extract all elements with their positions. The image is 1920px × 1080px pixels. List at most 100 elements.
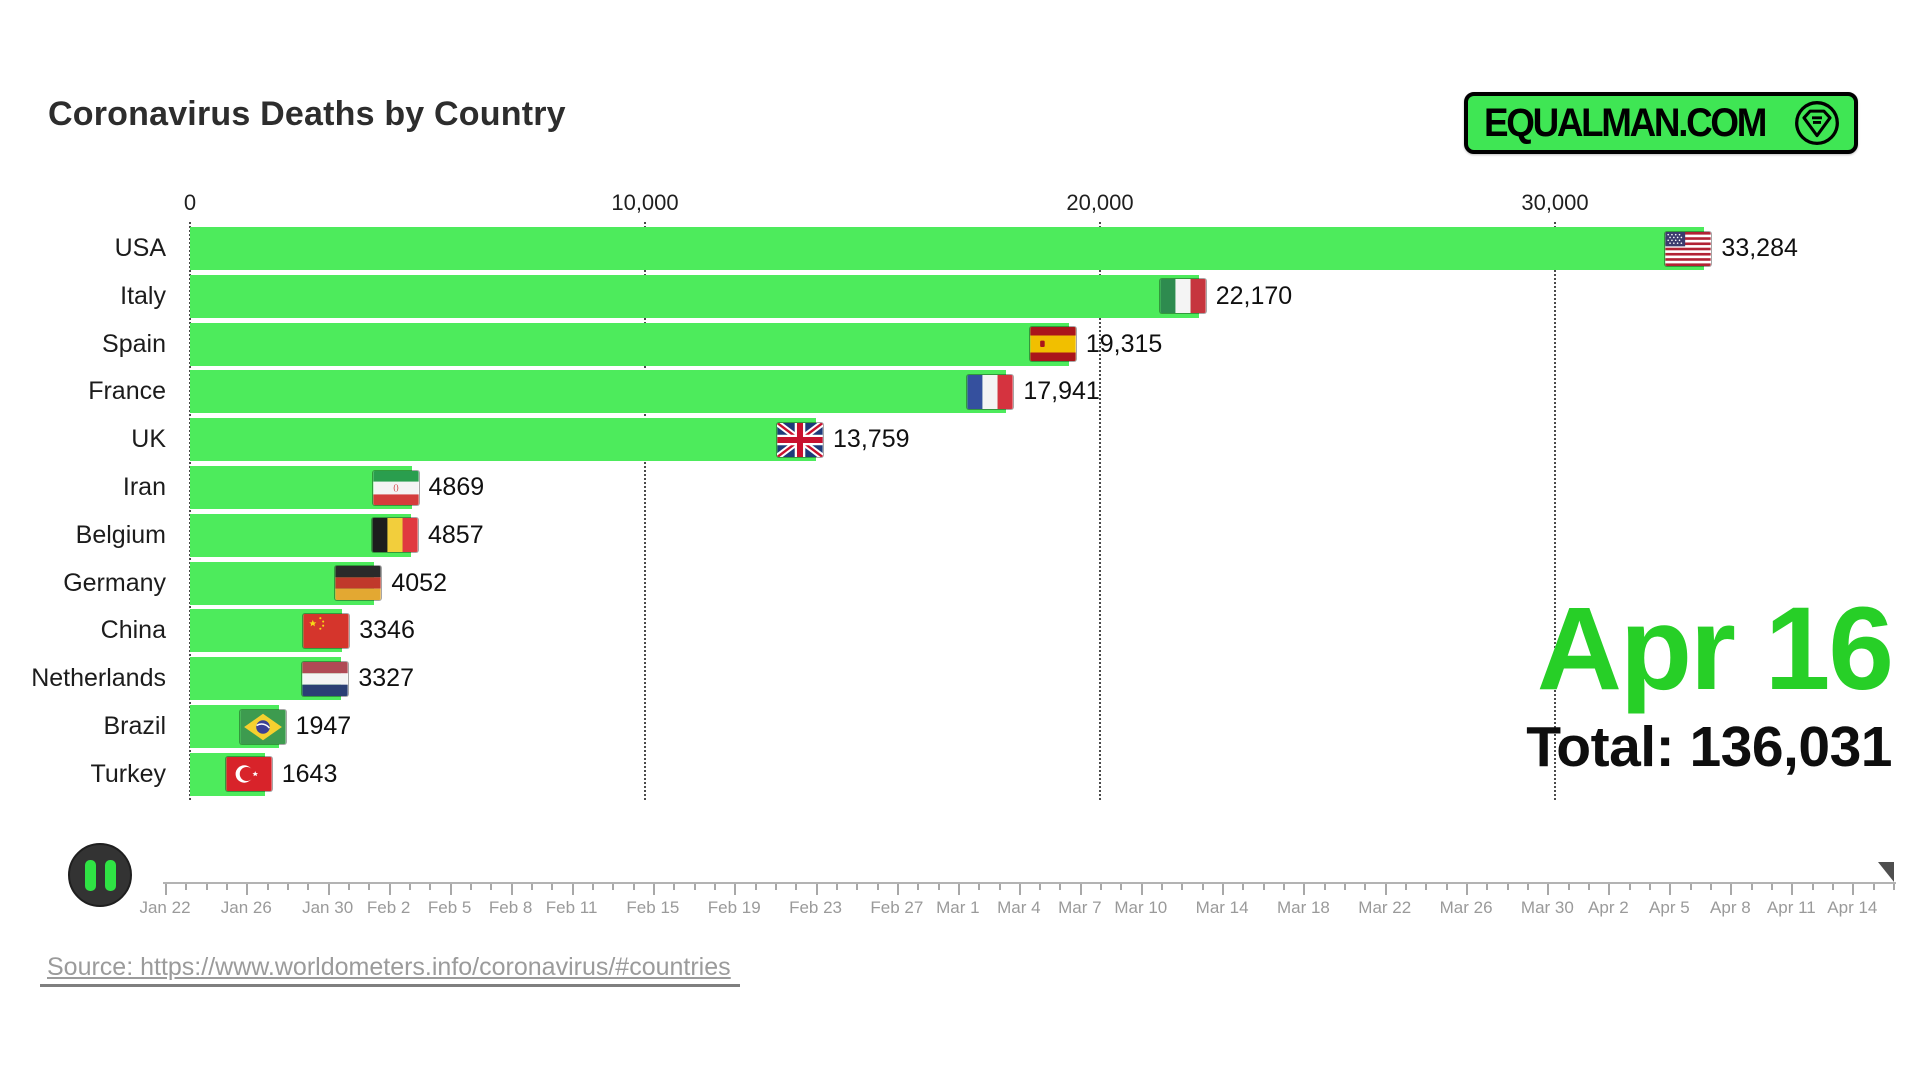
netherlands-flag (302, 661, 349, 696)
timeline-tick (1384, 884, 1387, 895)
timeline-tick (469, 884, 472, 890)
country-bar (190, 418, 817, 462)
timeline-date-label: Feb 19 (707, 898, 761, 917)
timeline-tick (1059, 884, 1062, 890)
source-underline-rule (40, 984, 740, 987)
country-label: Spain (102, 329, 166, 358)
country-label: Germany (63, 568, 166, 597)
country-label: USA (114, 234, 166, 262)
timeline-date-label: Mar 26 (1439, 898, 1493, 917)
country-label: Turkey (90, 759, 166, 788)
timeline-tick (673, 884, 676, 890)
source-line: Source: https://www.worldometers.info/co… (47, 953, 731, 982)
timeline-tick (957, 884, 960, 895)
timeline-date-label: Feb 23 (789, 898, 842, 917)
timeline-tick (1161, 884, 1164, 890)
country-bar (190, 274, 1199, 318)
timeline-date-label: Feb 15 (626, 898, 680, 917)
bar-value-label: 19,315 (1085, 329, 1163, 358)
timeline-tick (591, 884, 594, 890)
turkey-flag (226, 757, 272, 792)
timeline-tick (1445, 884, 1448, 890)
bar-value-label: 22,170 (1215, 281, 1293, 310)
timeline-date-label: Jan 22 (139, 898, 191, 917)
timeline-tick (490, 884, 493, 890)
timeline-date-label: Mar 30 (1520, 898, 1574, 917)
timeline-tick (1811, 884, 1814, 890)
timeline-tick (1486, 884, 1489, 890)
total-deaths: Total: 136,031 (1526, 714, 1892, 779)
country-label: UK (131, 425, 166, 454)
country-label: Brazil (103, 712, 166, 740)
timeline-tick (1303, 884, 1306, 895)
timeline-date-label: Feb 2 (366, 898, 411, 917)
timeline-tick (408, 884, 411, 890)
timeline-date-label: Mar 7 (1058, 898, 1102, 917)
timeline-tick (510, 884, 513, 895)
timeline-tick (835, 884, 838, 890)
france-flag (967, 374, 1013, 409)
timeline-tick (937, 884, 940, 890)
pause-button[interactable] (68, 843, 132, 907)
gridline (189, 222, 191, 800)
equalman-logo: EQUALMAN.COM (1464, 92, 1858, 154)
timeline-tick (165, 884, 167, 895)
timeline-tick (429, 884, 432, 890)
timeline-tick (1832, 884, 1834, 890)
timeline-date-label: Mar 4 (997, 898, 1041, 917)
usa-flag (1665, 231, 1712, 266)
x-axis-tick-label: 30,000 (1521, 190, 1589, 215)
timeline-tick (368, 884, 371, 890)
gridline (1554, 222, 1556, 800)
timeline-date-label: Jan 26 (220, 898, 272, 917)
timeline-date-label: Mar 22 (1358, 898, 1412, 917)
timeline-date-label: Jan 30 (302, 898, 354, 917)
timeline-playhead[interactable] (1878, 862, 1894, 882)
bar-value-label: 13,759 (833, 425, 910, 454)
source-prefix: Source: (47, 953, 141, 981)
timeline-tick (388, 884, 391, 895)
country-label: Belgium (75, 520, 166, 549)
country-bar (190, 370, 1007, 414)
bar-value-label: 4857 (427, 520, 484, 549)
page-title: Coronavirus Deaths by Country (48, 95, 566, 133)
timeline-date-label: Mar 10 (1114, 898, 1168, 917)
timeline-tick (1283, 884, 1286, 890)
timeline-tick (876, 884, 879, 890)
timeline-tick (571, 884, 574, 895)
timeline-tick (978, 884, 981, 890)
timeline-date-label: Feb 11 (545, 898, 598, 917)
timeline-tick (1547, 884, 1550, 895)
timeline-tick (896, 884, 899, 895)
timeline-date-label: Mar 18 (1276, 898, 1330, 917)
timeline-tick (266, 884, 269, 890)
timeline-date-label: Feb 8 (488, 898, 533, 917)
country-label: Netherlands (31, 664, 166, 693)
source-link[interactable]: https://www.worldometers.info/coronaviru… (140, 953, 731, 981)
current-date: Apr 16 (1536, 583, 1894, 715)
timeline-tick (1140, 884, 1143, 895)
timeline-tick (205, 884, 208, 890)
timeline-tick (1222, 884, 1225, 895)
timeline-track[interactable] (163, 882, 1896, 884)
timeline-tick (1567, 884, 1570, 890)
timeline-tick (632, 884, 635, 890)
timeline-tick (1120, 884, 1123, 890)
timeline-tick (754, 884, 757, 890)
timeline-tick (1527, 884, 1530, 890)
timeline-tick (1649, 884, 1652, 890)
timeline-tick (856, 884, 859, 890)
timeline-tick (1750, 884, 1753, 890)
timeline-tick (449, 884, 452, 895)
germany-flag (335, 566, 382, 601)
country-label: China (100, 616, 166, 645)
timeline-tick (1689, 884, 1692, 890)
country-label: France (88, 377, 166, 406)
timeline-tick (1364, 884, 1367, 890)
gridline (644, 222, 646, 800)
timeline-tick (713, 884, 716, 890)
timeline-tick (612, 884, 615, 890)
spain-flag (1030, 327, 1076, 362)
pause-icon (104, 859, 116, 891)
timeline-date-label: Mar 14 (1195, 898, 1249, 917)
